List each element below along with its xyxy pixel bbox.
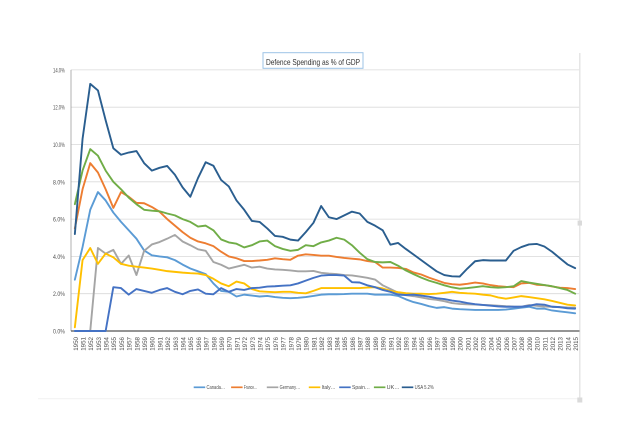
svg-text:Germany…: Germany… xyxy=(280,385,301,391)
svg-text:1981: 1981 xyxy=(311,336,318,350)
svg-text:1960: 1960 xyxy=(150,336,157,350)
svg-text:1996: 1996 xyxy=(427,336,434,350)
svg-text:1970: 1970 xyxy=(227,336,234,350)
svg-text:1994: 1994 xyxy=(411,336,418,350)
svg-text:1956: 1956 xyxy=(119,336,126,350)
svg-text:1988: 1988 xyxy=(365,336,372,350)
svg-text:1971: 1971 xyxy=(234,336,241,350)
svg-text:2003: 2003 xyxy=(481,336,488,350)
svg-text:12.0%: 12.0% xyxy=(53,105,65,112)
svg-text:2005: 2005 xyxy=(496,336,503,350)
svg-text:1958: 1958 xyxy=(134,336,141,350)
svg-text:1966: 1966 xyxy=(196,336,203,350)
svg-text:USA 5.2%: USA 5.2% xyxy=(415,385,434,391)
svg-text:1997: 1997 xyxy=(435,336,442,350)
svg-text:1954: 1954 xyxy=(104,336,111,350)
svg-text:1998: 1998 xyxy=(442,336,449,350)
svg-text:1984: 1984 xyxy=(334,336,341,350)
svg-text:2014: 2014 xyxy=(565,336,572,350)
svg-text:6.0%: 6.0% xyxy=(53,217,65,224)
svg-text:1962: 1962 xyxy=(165,336,172,350)
svg-text:Defence Spending as % of GDP: Defence Spending as % of GDP xyxy=(266,57,360,67)
svg-text:2011: 2011 xyxy=(542,336,549,350)
svg-text:2001: 2001 xyxy=(465,336,472,350)
svg-text:4.0%: 4.0% xyxy=(53,254,65,261)
svg-text:2013: 2013 xyxy=(558,336,565,350)
svg-text:8.0%: 8.0% xyxy=(53,179,65,186)
svg-text:2004: 2004 xyxy=(488,336,495,350)
svg-text:2.0%: 2.0% xyxy=(53,291,65,298)
svg-text:1961: 1961 xyxy=(157,336,164,350)
svg-text:1985: 1985 xyxy=(342,336,349,350)
svg-text:1987: 1987 xyxy=(358,336,365,350)
svg-text:1967: 1967 xyxy=(204,336,211,350)
svg-text:1976: 1976 xyxy=(273,336,280,350)
svg-text:1951: 1951 xyxy=(80,336,87,350)
svg-text:1986: 1986 xyxy=(350,336,357,350)
svg-text:1989: 1989 xyxy=(373,336,380,350)
svg-text:10.0%: 10.0% xyxy=(53,142,65,149)
svg-text:1972: 1972 xyxy=(242,336,249,350)
svg-text:UK…: UK… xyxy=(387,385,400,391)
svg-text:0.0%: 0.0% xyxy=(53,329,65,336)
svg-text:2006: 2006 xyxy=(504,336,511,350)
svg-text:1973: 1973 xyxy=(250,336,257,350)
svg-text:1953: 1953 xyxy=(96,336,103,350)
svg-text:France…: France… xyxy=(244,385,258,391)
svg-text:1957: 1957 xyxy=(127,336,134,350)
svg-text:1982: 1982 xyxy=(319,336,326,350)
svg-text:2012: 2012 xyxy=(550,336,557,350)
svg-text:1975: 1975 xyxy=(265,336,272,350)
svg-text:1974: 1974 xyxy=(257,336,264,350)
svg-text:2015: 2015 xyxy=(573,336,580,350)
svg-text:1979: 1979 xyxy=(296,336,303,350)
svg-text:2002: 2002 xyxy=(473,336,480,350)
svg-text:14.0%: 14.0% xyxy=(53,67,65,74)
svg-text:1995: 1995 xyxy=(419,336,426,350)
svg-text:1950: 1950 xyxy=(73,336,80,350)
svg-text:1955: 1955 xyxy=(111,336,118,350)
svg-text:2008: 2008 xyxy=(519,336,526,350)
svg-text:1978: 1978 xyxy=(288,336,295,350)
svg-text:1992: 1992 xyxy=(396,336,403,350)
svg-text:Spain…: Spain… xyxy=(352,385,370,391)
svg-text:1999: 1999 xyxy=(450,336,457,350)
svg-text:1993: 1993 xyxy=(404,336,411,350)
svg-text:2007: 2007 xyxy=(511,336,518,350)
svg-text:1990: 1990 xyxy=(381,336,388,350)
svg-text:1983: 1983 xyxy=(327,336,334,350)
svg-text:1952: 1952 xyxy=(88,336,95,350)
svg-text:1963: 1963 xyxy=(173,336,180,350)
svg-text:1977: 1977 xyxy=(281,336,288,350)
svg-text:Italy…: Italy… xyxy=(322,385,336,391)
svg-text:1964: 1964 xyxy=(181,336,188,350)
svg-text:1959: 1959 xyxy=(142,336,149,350)
svg-text:2000: 2000 xyxy=(458,336,465,350)
svg-text:1969: 1969 xyxy=(219,336,226,350)
svg-text:Canada…: Canada… xyxy=(207,385,226,391)
svg-text:2009: 2009 xyxy=(527,336,534,350)
svg-text:1991: 1991 xyxy=(388,336,395,350)
svg-text:1968: 1968 xyxy=(211,336,218,350)
svg-text:2010: 2010 xyxy=(535,336,542,350)
svg-text:1980: 1980 xyxy=(304,336,311,350)
svg-text:1965: 1965 xyxy=(188,336,195,350)
